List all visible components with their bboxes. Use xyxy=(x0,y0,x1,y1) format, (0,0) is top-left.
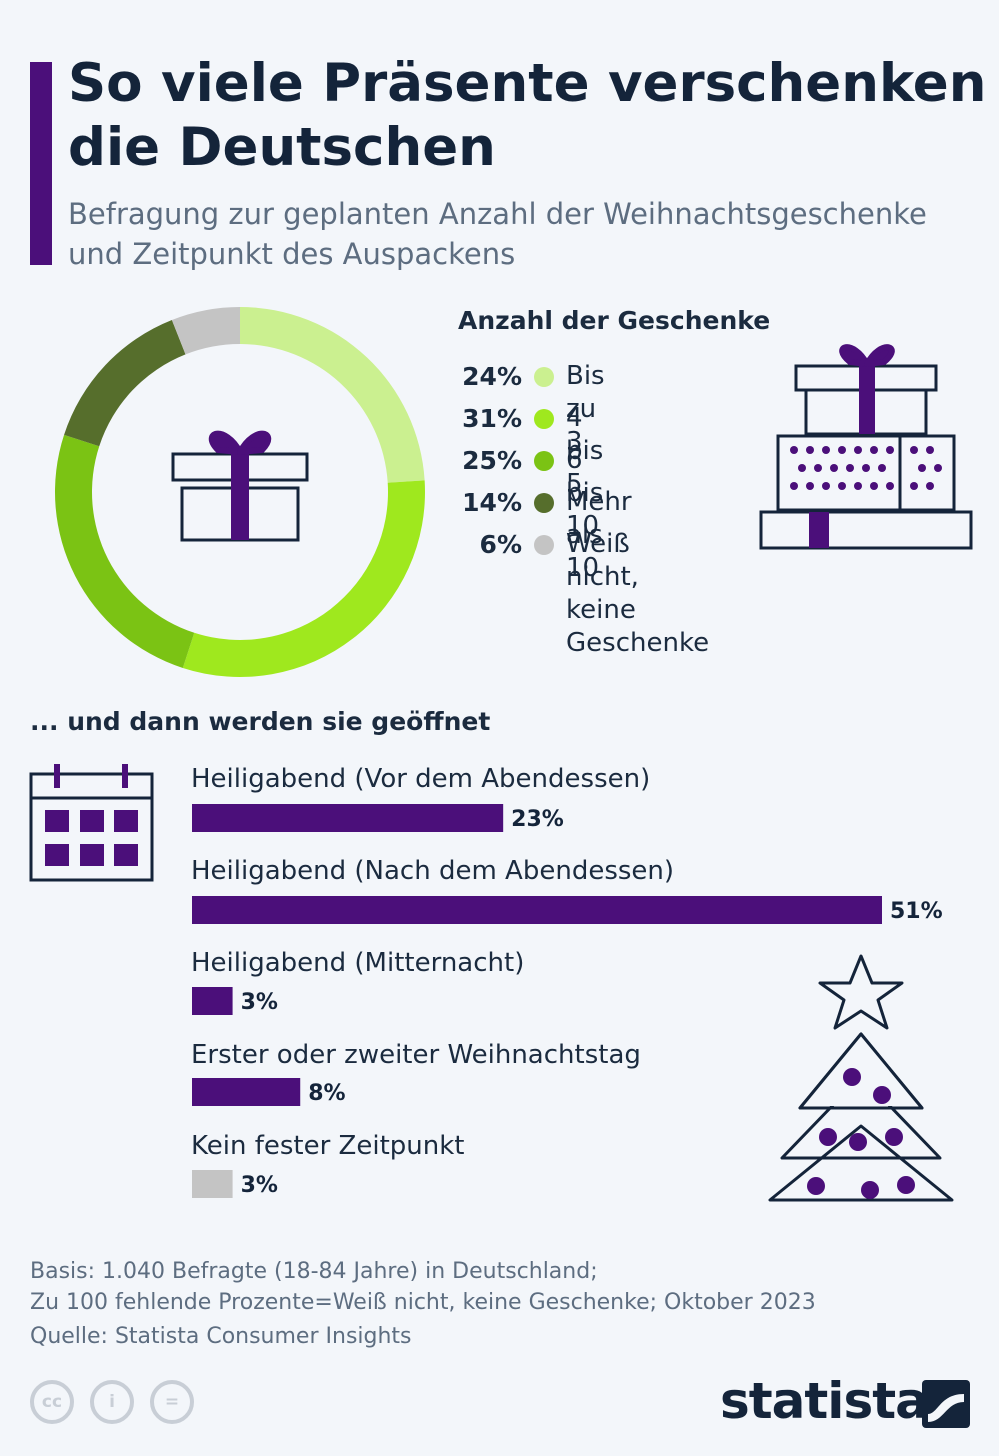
bar-category-label: Heiligabend (Nach dem Abendessen) xyxy=(191,856,675,886)
legend-swatch xyxy=(534,409,554,429)
donut-slice xyxy=(64,319,186,447)
legend-label: Weiß nicht, keine Geschenke xyxy=(566,529,710,658)
page-title: So viele Präsente verschenken die Deutsc… xyxy=(68,53,987,178)
section-title: ... und dann werden sie geöffnet xyxy=(30,707,491,736)
page-subtitle: Befragung zur geplanten Anzahl der Weihn… xyxy=(68,197,927,271)
cc-icon[interactable]: cc xyxy=(30,1380,74,1424)
donut-slice xyxy=(240,307,425,483)
donut-slice xyxy=(55,434,195,668)
legend-swatch xyxy=(534,535,554,555)
legend-label: Mehr als 10 xyxy=(566,487,632,583)
legend-percent: 25% xyxy=(462,446,522,475)
legend-title: Anzahl der Geschenke xyxy=(458,306,771,335)
bar-category-label: Kein fester Zeitpunkt xyxy=(191,1131,465,1161)
legend-swatch xyxy=(534,367,554,387)
source-text: Quelle: Statista Consumer Insights xyxy=(30,1324,412,1349)
bar xyxy=(192,896,882,924)
legend-label: Bis zu 3 xyxy=(566,361,605,457)
footnote-basis: Basis: 1.040 Befragte (18-84 Jahre) in D… xyxy=(30,1259,598,1284)
attribution-icon[interactable]: i xyxy=(90,1380,134,1424)
legend-percent: 14% xyxy=(462,488,522,517)
bar-value-label: 23% xyxy=(511,807,564,832)
donut-slice xyxy=(182,480,425,677)
legend-percent: 31% xyxy=(462,404,522,433)
calendar-icon xyxy=(29,764,154,882)
legend-percent: 6% xyxy=(479,530,522,559)
bar-value-label: 8% xyxy=(308,1081,345,1106)
bar-value-label: 51% xyxy=(890,899,943,924)
footnotes: Basis: 1.040 Befragte (18-84 Jahre) in D… xyxy=(30,1256,816,1318)
legend-swatch xyxy=(534,493,554,513)
statista-logo-icon[interactable] xyxy=(922,1380,970,1428)
donut-chart xyxy=(55,307,425,677)
gift-icon xyxy=(171,430,309,542)
bar xyxy=(192,1170,233,1198)
bar-value-label: 3% xyxy=(241,1173,278,1198)
gift-stack-icon xyxy=(759,344,973,550)
bar-value-label: 3% xyxy=(241,990,278,1015)
bar-category-label: Heiligabend (Vor dem Abendessen) xyxy=(191,764,651,794)
footnote-missing: Zu 100 fehlende Prozente=Weiß nicht, kei… xyxy=(30,1290,816,1315)
legend-label: 6 bis 10 xyxy=(566,445,604,541)
donut-slice xyxy=(171,307,240,355)
bar-category-label: Erster oder zweiter Weihnachtstag xyxy=(191,1040,641,1070)
bar xyxy=(192,1078,301,1106)
brand-logo-text[interactable]: statista xyxy=(720,1372,929,1430)
bar xyxy=(192,987,233,1015)
legend-label: 4 bis 5 xyxy=(566,403,604,499)
bar xyxy=(192,804,504,832)
legend-percent: 24% xyxy=(462,362,522,391)
no-derivatives-icon[interactable]: = xyxy=(150,1380,194,1424)
christmas-tree-icon xyxy=(768,954,954,1202)
bar-category-label: Heiligabend (Mitternacht) xyxy=(191,948,525,978)
title-accent-bar xyxy=(30,62,52,265)
legend-swatch xyxy=(534,451,554,471)
